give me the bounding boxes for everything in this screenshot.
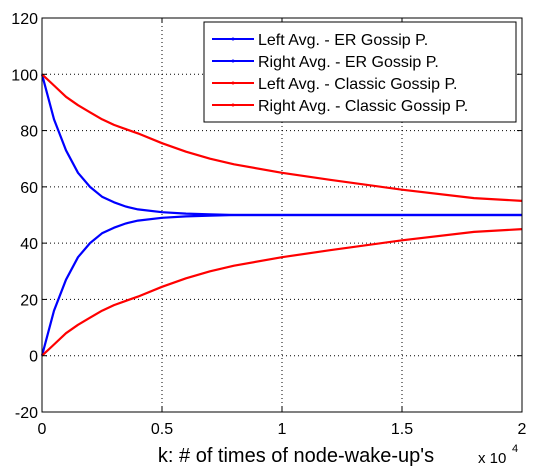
legend-marker-1 bbox=[231, 37, 235, 41]
y-tick-label: 20 bbox=[20, 292, 38, 309]
x-tick-label: 2 bbox=[518, 421, 527, 438]
x-tick-label: 0.5 bbox=[151, 421, 173, 438]
y-tick-label: -20 bbox=[15, 405, 38, 422]
x-tick-label: 1 bbox=[278, 421, 287, 438]
legend-marker-3 bbox=[231, 81, 235, 85]
legend-entry-3: Left Avg. - Classic Gossip P. bbox=[258, 76, 458, 93]
legend: Left Avg. - ER Gossip P. Right Avg. - ER … bbox=[203, 21, 517, 123]
legend-marker-2 bbox=[231, 59, 235, 63]
plot-series bbox=[40, 73, 523, 357]
x-exponent-base: x 10 bbox=[478, 450, 506, 467]
y-tick-label: 80 bbox=[20, 124, 38, 141]
series-line-4 bbox=[41, 228, 523, 357]
legend-box bbox=[203, 21, 517, 123]
x-exponent-power: 4 bbox=[512, 443, 518, 455]
legend-entry-2: Right Avg. - ER Gossip P. bbox=[258, 54, 439, 71]
series-line-3 bbox=[41, 73, 523, 202]
x-tick-label: 0 bbox=[38, 421, 47, 438]
legend-entry-4: Right Avg. - Classic Gossip P. bbox=[258, 98, 468, 115]
series-line-2 bbox=[40, 213, 522, 356]
y-tick-label: 60 bbox=[20, 180, 38, 197]
y-tick-label: 40 bbox=[20, 236, 38, 253]
legend-entry-1: Left Avg. - ER Gossip P. bbox=[258, 32, 428, 49]
legend-marker-4 bbox=[231, 103, 235, 107]
y-tick-label: 0 bbox=[29, 349, 38, 366]
y-tick-label: 100 bbox=[11, 67, 38, 84]
x-axis-label: k: # of times of node-wake-up's bbox=[158, 445, 434, 467]
x-axis-exponent: x 10 4 bbox=[478, 443, 518, 467]
y-tick-label: 120 bbox=[11, 11, 38, 28]
x-tick-label: 1.5 bbox=[391, 421, 413, 438]
